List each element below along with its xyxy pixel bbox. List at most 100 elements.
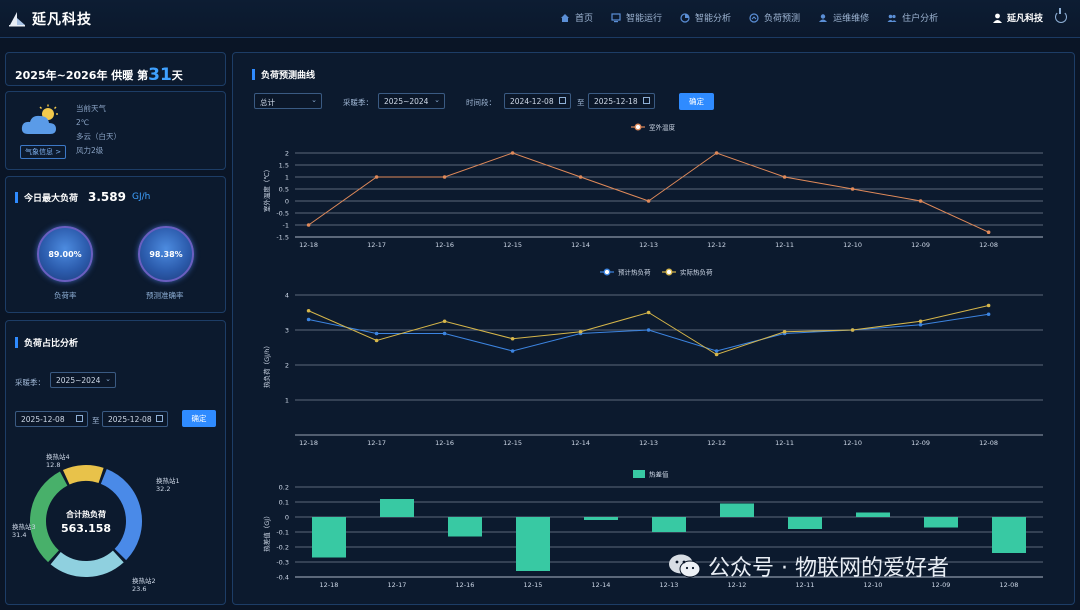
max-load-panel: 今日最大负荷 3.589 GJ/h 89.00% 负荷率 98.38% 预测准确… bbox=[5, 176, 226, 313]
legend-label: 热差值 bbox=[649, 470, 669, 479]
data-point[interactable] bbox=[510, 349, 515, 353]
legend-swatch[interactable] bbox=[665, 268, 673, 276]
legend-swatch[interactable] bbox=[633, 470, 645, 478]
weather-line: 多云（白天） bbox=[76, 132, 121, 141]
donut-center-label: 合计热负荷 bbox=[65, 509, 106, 519]
user-menu[interactable]: 延凡科技 bbox=[993, 11, 1043, 24]
x-tick-label: 12-13 bbox=[660, 581, 679, 589]
data-point[interactable] bbox=[442, 319, 447, 324]
nav-item-maintenance[interactable]: 运维维修 bbox=[818, 11, 869, 24]
data-point[interactable] bbox=[782, 175, 787, 179]
data-point[interactable] bbox=[510, 336, 515, 341]
bar[interactable] bbox=[924, 517, 958, 528]
forecast-charts: 2 1.5 1 0.5 0 -0.5 -1 -1.5 室外温度（℃） 12-18 12-17 12-1… bbox=[262, 123, 1043, 589]
power-icon[interactable] bbox=[1055, 8, 1067, 23]
y-tick-label: 1 bbox=[285, 397, 289, 405]
y-tick-label: -0.2 bbox=[276, 544, 289, 552]
x-tick-label: 12-09 bbox=[911, 439, 930, 447]
x-tick-label: 12-08 bbox=[979, 439, 998, 447]
date-to-value: 2025-12-08 bbox=[108, 415, 152, 424]
bar[interactable] bbox=[992, 517, 1026, 553]
data-point[interactable] bbox=[986, 230, 991, 234]
bar[interactable] bbox=[448, 517, 482, 537]
title-accent-bar bbox=[15, 192, 18, 203]
max-load-title: 今日最大负荷 bbox=[15, 191, 78, 204]
nav-item-smart-analysis[interactable]: 智能分析 bbox=[680, 11, 731, 24]
bar[interactable] bbox=[856, 512, 890, 518]
data-point[interactable] bbox=[646, 328, 651, 332]
data-point[interactable] bbox=[782, 329, 787, 334]
data-point[interactable] bbox=[374, 331, 379, 336]
data-point[interactable] bbox=[578, 329, 583, 334]
ratio-confirm-button[interactable]: 确定 bbox=[182, 410, 216, 427]
donut-slice[interactable] bbox=[50, 550, 124, 577]
title-accent-bar bbox=[252, 69, 255, 80]
data-point[interactable] bbox=[918, 319, 923, 324]
load-type-select[interactable]: 总计 ⌄ bbox=[254, 93, 322, 109]
data-point[interactable] bbox=[374, 338, 379, 343]
data-point[interactable] bbox=[850, 187, 855, 191]
ratio-date-from[interactable]: 2025-12-08 bbox=[15, 411, 88, 427]
data-point[interactable] bbox=[850, 328, 855, 332]
wechat-icon bbox=[669, 554, 701, 578]
season-label: 采暖季： bbox=[15, 378, 45, 387]
nav-item-load-forecast[interactable]: 负荷预测 bbox=[749, 11, 800, 24]
bar[interactable] bbox=[652, 517, 686, 532]
bar[interactable] bbox=[516, 517, 550, 571]
data-point[interactable] bbox=[374, 175, 379, 179]
bar[interactable] bbox=[584, 517, 618, 520]
x-tick-label: 12-15 bbox=[503, 439, 522, 447]
weather-info-button[interactable]: 气象信息 > bbox=[20, 145, 67, 159]
data-point[interactable] bbox=[578, 175, 583, 179]
forecast-season-select[interactable]: 2025~2024 ⌄ bbox=[378, 93, 445, 109]
data-point[interactable] bbox=[714, 352, 719, 357]
bar[interactable] bbox=[312, 517, 346, 558]
nav-label: 智能分析 bbox=[695, 14, 732, 24]
ratio-date-to[interactable]: 2025-12-08 bbox=[102, 411, 168, 427]
data-point[interactable] bbox=[714, 349, 719, 353]
wechat-watermark: 公众号 · 物联网的爱好者 bbox=[668, 550, 949, 582]
data-point[interactable] bbox=[510, 151, 515, 155]
bar[interactable] bbox=[788, 517, 822, 529]
donut-slice-value: 31.4 bbox=[12, 531, 26, 539]
bar[interactable] bbox=[720, 503, 754, 518]
y-tick-label: 2 bbox=[285, 150, 289, 158]
y-tick-label: -0.1 bbox=[276, 529, 289, 537]
users-icon bbox=[887, 14, 897, 22]
data-point[interactable] bbox=[442, 175, 447, 179]
x-tick-label: 12-17 bbox=[367, 439, 386, 447]
season-select[interactable]: 2025~2024 ⌄ bbox=[50, 372, 116, 388]
y-tick-label: -0.4 bbox=[276, 574, 289, 582]
forecast-date-from[interactable]: 2024-12-08 bbox=[504, 93, 571, 109]
forecast-icon bbox=[749, 12, 759, 23]
data-point[interactable] bbox=[306, 308, 311, 313]
data-point[interactable] bbox=[918, 322, 923, 327]
data-point[interactable] bbox=[986, 312, 991, 317]
data-point[interactable] bbox=[646, 199, 651, 203]
chevron-down-icon: ⌄ bbox=[311, 96, 317, 104]
data-point[interactable] bbox=[306, 223, 311, 227]
data-point[interactable] bbox=[918, 199, 923, 203]
logo[interactable]: 延凡科技 bbox=[8, 9, 92, 29]
forecast-date-to[interactable]: 2025-12-18 bbox=[588, 93, 655, 109]
data-point[interactable] bbox=[714, 151, 719, 155]
data-point[interactable] bbox=[442, 331, 447, 336]
nav-item-smart-operation[interactable]: 智能运行 bbox=[611, 11, 662, 24]
y-tick-label: -0.5 bbox=[276, 210, 289, 218]
brand-name: 延凡科技 bbox=[32, 12, 92, 28]
data-point[interactable] bbox=[986, 303, 991, 308]
bar[interactable] bbox=[380, 499, 414, 517]
legend-swatch[interactable] bbox=[603, 268, 611, 276]
forecast-confirm-button[interactable]: 确定 bbox=[679, 93, 714, 110]
data-point[interactable] bbox=[646, 310, 651, 315]
nav-item-home[interactable]: 首页 bbox=[560, 11, 593, 24]
forecast-date-separator: 至 bbox=[577, 98, 585, 107]
legend-swatch[interactable] bbox=[634, 123, 642, 131]
data-point[interactable] bbox=[306, 317, 311, 322]
donut-slice-name: 换热站1 bbox=[156, 476, 180, 485]
nav-item-resident-analysis[interactable]: 住户分析 bbox=[887, 11, 938, 24]
chevron-down-icon: ⌄ bbox=[434, 96, 440, 104]
donut-slice[interactable] bbox=[62, 465, 104, 485]
donut-slice[interactable] bbox=[30, 471, 68, 563]
donut-slice[interactable] bbox=[100, 468, 142, 561]
